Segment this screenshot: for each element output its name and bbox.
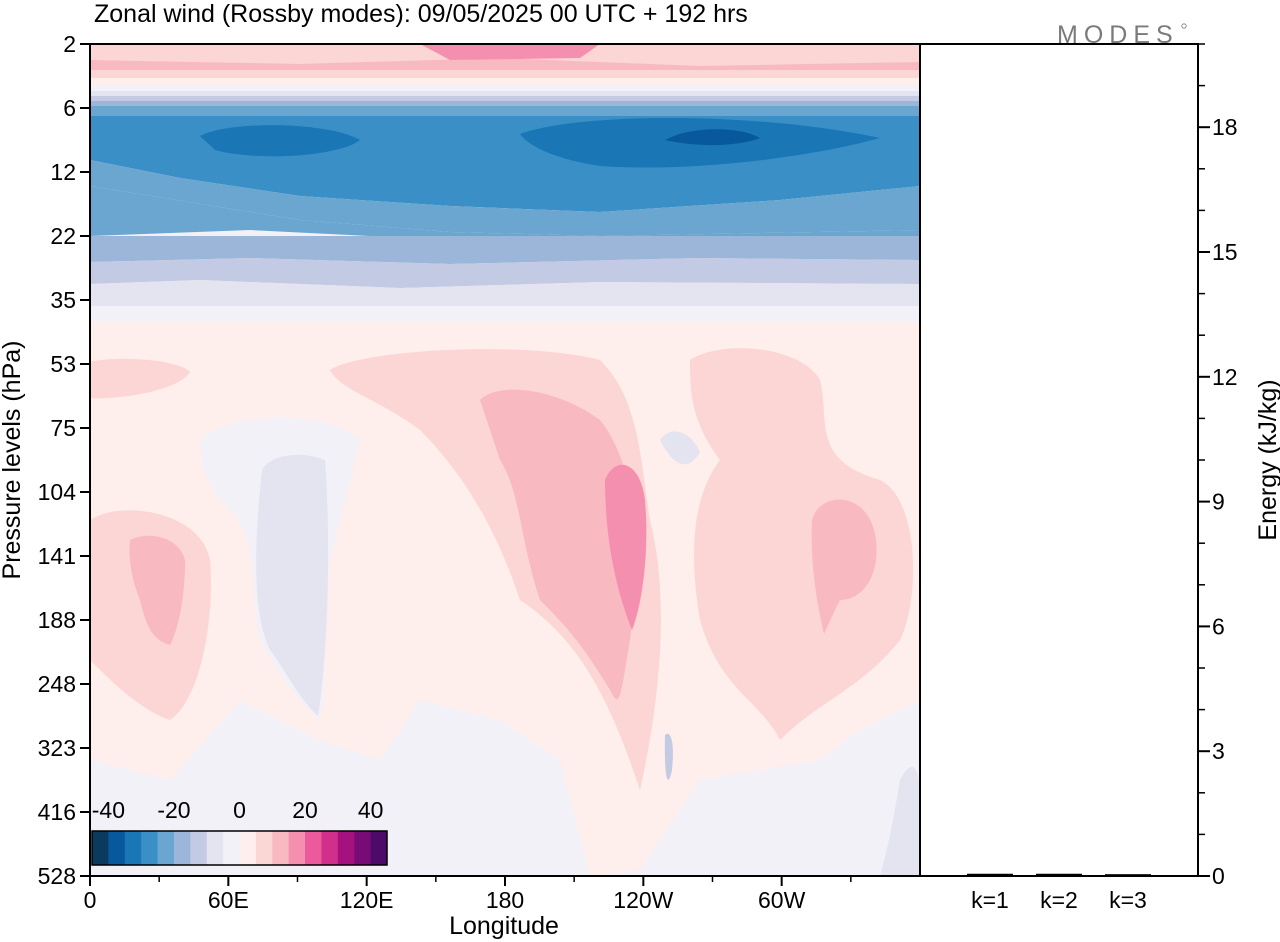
y-tick-label: 188 [38,607,76,633]
colorbar-swatch [92,831,109,865]
colorbar-swatch [239,831,257,865]
energy-panel-frame [919,43,1199,877]
y-tick-label: 6 [63,95,76,121]
energy-bar [1105,874,1151,877]
colorbar-swatch [305,831,322,865]
energy-bars: k=1 k=2 k=3 [967,873,1151,913]
colorbar-frame [91,830,388,866]
colorbar-tick-label: 40 [358,797,384,823]
y-tick-label: 2 [63,31,76,57]
colorbar-swatch [190,831,208,865]
energy-bar [1036,873,1082,876]
colorbar-swatch [255,831,273,865]
y-tick-label: 12 [50,159,76,185]
energy-category-label: k=1 [971,887,1009,913]
y-tick-label: 53 [50,351,76,377]
colorbar-swatch [141,831,159,865]
energy-tick-label: 9 [1212,489,1225,515]
energy-tick-label: 6 [1212,613,1225,639]
colorbar-swatch [108,831,126,865]
colorbar-tick-label: -40 [92,797,125,823]
y-tick-label: 141 [38,543,76,569]
x-axis-label: Longitude [449,912,559,940]
longitude-axis: 0 60E 120E 180 120W 60W [84,876,852,913]
colorbar: -40 -20 0 20 40 [91,797,388,866]
y-tick-label: 35 [50,287,76,313]
x-tick-label: 120W [613,887,673,913]
energy-tick-label: 18 [1212,114,1238,140]
colorbar-swatch [337,831,355,865]
energy-category-label: k=2 [1040,887,1078,913]
colorbar-tick-label: 0 [233,797,246,823]
colorbar-swatch [288,831,306,865]
x-tick-label: 120E [340,887,394,913]
y-axis-label: Pressure levels (hPa) [0,341,26,580]
y-tick-label: 22 [50,223,76,249]
x-tick-label: 60W [758,887,806,913]
colorbar-swatch [173,831,191,865]
energy-axis-label: Energy (kJ/kg) [1254,379,1280,540]
colorbar-swatch [354,831,372,865]
pressure-axis: 2 6 12 22 35 53 75 104 141 188 248 323 416 528 [38,31,90,889]
colorbar-swatch [272,831,290,865]
energy-category-label: k=3 [1109,887,1147,913]
y-tick-label: 416 [38,799,76,825]
colorbar-tick-label: -20 [157,797,190,823]
colorbar-swatch [223,831,240,865]
y-tick-label: 75 [50,415,76,441]
energy-tick-label: 3 [1212,738,1225,764]
y-tick-label: 323 [38,735,76,761]
x-tick-label: 0 [84,887,97,913]
energy-tick-label: 12 [1212,364,1238,390]
energy-tick-label: 15 [1212,239,1238,265]
y-tick-label: 104 [38,479,77,505]
colorbar-tick-label: 20 [292,797,318,823]
colorbar-swatch [370,831,388,865]
energy-tick-label: 0 [1212,863,1225,889]
colorbar-swatch [157,831,175,865]
y-tick-label: 248 [38,671,76,697]
x-tick-label: 60E [208,887,249,913]
x-tick-label: 180 [486,887,524,913]
zonal-wind-contour-field [90,44,920,876]
colorbar-swatch [124,831,142,865]
energy-axis: 0 3 6 9 12 15 18 [1198,43,1238,889]
chart-title: Zonal wind (Rossby modes): 09/05/2025 00… [94,0,748,28]
colorbar-swatch [206,831,224,865]
y-tick-label: 528 [38,863,76,889]
colorbar-swatch [321,831,339,865]
energy-bar [967,873,1013,876]
